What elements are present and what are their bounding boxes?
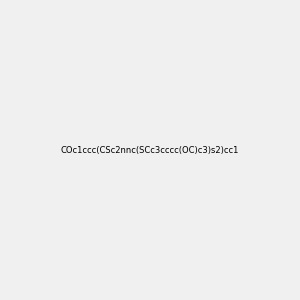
Text: COc1ccc(CSc2nnc(SCc3cccc(OC)c3)s2)cc1: COc1ccc(CSc2nnc(SCc3cccc(OC)c3)s2)cc1 <box>61 146 239 154</box>
